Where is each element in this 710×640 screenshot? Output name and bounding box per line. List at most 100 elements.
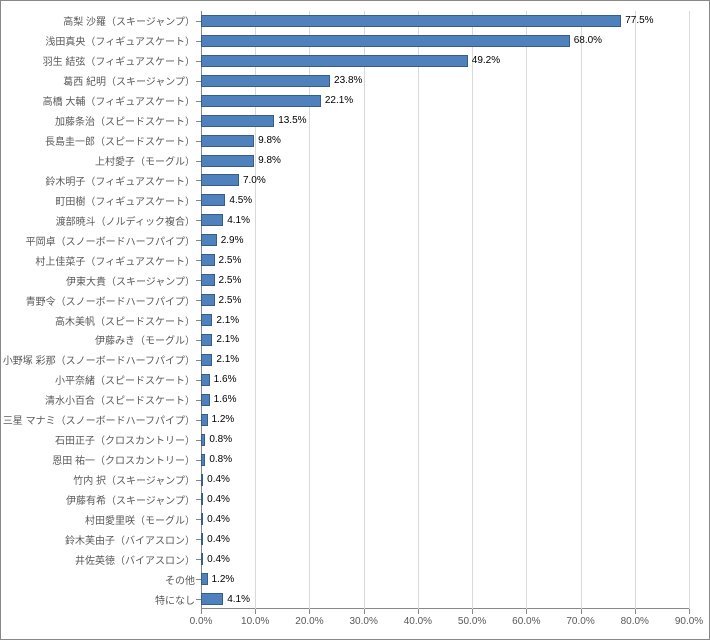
bar-row: 小平奈緒（スピードスケート）1.6% — [201, 370, 689, 390]
bar — [201, 95, 321, 107]
category-label: 三星 マナミ（スノーボードハーフパイプ） — [3, 412, 201, 427]
data-label: 0.4% — [207, 474, 230, 485]
bar — [201, 573, 208, 585]
category-label: 上村愛子（モーグル） — [95, 153, 201, 168]
bar-row: 特になし4.1% — [201, 589, 689, 609]
data-label: 0.8% — [209, 454, 232, 465]
data-label: 4.1% — [227, 215, 250, 226]
x-tick-mark — [472, 609, 473, 614]
bar-row: 浅田真央（フィギュアスケート）68.0% — [201, 31, 689, 51]
bar-row: 高橋 大輔（フィギュアスケート）22.1% — [201, 91, 689, 111]
bar-row: 長島圭一郎（スピードスケート）9.8% — [201, 131, 689, 151]
y-tick-mark — [196, 420, 201, 421]
data-label: 9.8% — [258, 135, 281, 146]
bar-row: 井佐英徳（バイアスロン）0.4% — [201, 549, 689, 569]
category-label: 高木美帆（スピードスケート） — [55, 313, 201, 328]
x-tick-label: 60.0% — [512, 616, 540, 627]
category-label: 羽生 結弦（フィギュアスケート） — [43, 53, 201, 68]
bar-row: 町田樹（フィギュアスケート）4.5% — [201, 190, 689, 210]
data-label: 0.4% — [207, 494, 230, 505]
bar-row: 鈴木芙由子（バイアスロン）0.4% — [201, 529, 689, 549]
bar-row: 竹内 択（スキージャンプ）0.4% — [201, 470, 689, 490]
y-tick-mark — [196, 300, 201, 301]
category-label: 小野塚 彩那（スノーボードハーフパイプ） — [3, 352, 201, 367]
y-tick-mark — [196, 499, 201, 500]
y-tick-mark — [196, 360, 201, 361]
y-tick-mark — [196, 579, 201, 580]
y-tick-mark — [196, 200, 201, 201]
bar-row: その他1.2% — [201, 569, 689, 589]
data-label: 0.4% — [207, 514, 230, 525]
category-label: 渡部暁斗（ノルディック複合） — [56, 213, 201, 228]
category-label: 伊東大貴（スキージャンプ） — [66, 273, 201, 288]
gridline — [689, 11, 690, 609]
bar — [201, 374, 210, 386]
y-tick-mark — [196, 380, 201, 381]
y-tick-mark — [196, 180, 201, 181]
x-tick-mark — [635, 609, 636, 614]
category-label: 鈴木芙由子（バイアスロン） — [65, 532, 201, 547]
x-tick-mark — [418, 609, 419, 614]
y-tick-mark — [196, 480, 201, 481]
bar — [201, 454, 205, 466]
category-label: 加藤条治（スピードスケート） — [55, 113, 201, 128]
y-tick-mark — [196, 599, 201, 600]
data-label: 0.4% — [207, 534, 230, 545]
category-label: 伊藤有希（スキージャンプ） — [66, 492, 201, 507]
bar — [201, 593, 223, 605]
data-label: 2.5% — [219, 255, 242, 266]
x-tick-mark — [309, 609, 310, 614]
y-tick-mark — [196, 41, 201, 42]
bar-row: 青野令（スノーボードハーフパイプ）2.5% — [201, 290, 689, 310]
bar-row: 伊東大貴（スキージャンプ）2.5% — [201, 270, 689, 290]
category-label: 伊藤みき（モーグル） — [95, 332, 201, 347]
category-label: 井佐英徳（バイアスロン） — [75, 552, 201, 567]
x-tick-label: 40.0% — [404, 616, 432, 627]
bar — [201, 414, 208, 426]
bar — [201, 15, 621, 27]
x-tick-mark — [255, 609, 256, 614]
category-label: 石田正子（クロスカントリー） — [55, 432, 201, 447]
data-label: 0.4% — [207, 554, 230, 565]
bar — [201, 513, 203, 525]
y-tick-mark — [196, 440, 201, 441]
bar-row: 葛西 紀明（スキージャンプ）23.8% — [201, 71, 689, 91]
data-label: 4.5% — [229, 195, 252, 206]
y-tick-mark — [196, 61, 201, 62]
bar-row: 鈴木明子（フィギュアスケート）7.0% — [201, 171, 689, 191]
y-tick-mark — [196, 21, 201, 22]
x-tick-mark — [689, 609, 690, 614]
bar — [201, 115, 274, 127]
y-tick-mark — [196, 121, 201, 122]
category-label: 竹内 択（スキージャンプ） — [73, 472, 201, 487]
bar — [201, 75, 330, 87]
plot-area: 0.0%10.0%20.0%30.0%40.0%50.0%60.0%70.0%8… — [201, 11, 689, 609]
bar — [201, 234, 217, 246]
y-tick-mark — [196, 280, 201, 281]
data-label: 68.0% — [574, 35, 602, 46]
category-label: 小平奈緒（スピードスケート） — [55, 372, 201, 387]
bar — [201, 214, 223, 226]
y-tick-mark — [196, 141, 201, 142]
category-label: 町田樹（フィギュアスケート） — [55, 193, 201, 208]
category-label: 葛西 紀明（スキージャンプ） — [63, 73, 201, 88]
data-label: 2.5% — [219, 275, 242, 286]
bar-row: 恩田 祐一（クロスカントリー）0.8% — [201, 450, 689, 470]
category-label: 村上佳菜子（フィギュアスケート） — [35, 253, 201, 268]
data-label: 2.1% — [216, 334, 239, 345]
x-tick-label: 10.0% — [241, 616, 269, 627]
data-label: 2.1% — [216, 315, 239, 326]
bar — [201, 55, 468, 67]
data-label: 1.2% — [212, 574, 235, 585]
x-tick-label: 30.0% — [349, 616, 377, 627]
y-tick-mark — [196, 340, 201, 341]
bar — [201, 174, 239, 186]
x-tick-label: 0.0% — [190, 616, 213, 627]
bar — [201, 294, 215, 306]
x-tick-label: 70.0% — [566, 616, 594, 627]
chart-container: 0.0%10.0%20.0%30.0%40.0%50.0%60.0%70.0%8… — [0, 0, 710, 640]
bar-row: 村田愛里咲（モーグル）0.4% — [201, 509, 689, 529]
bar — [201, 434, 205, 446]
category-label: 浅田真央（フィギュアスケート） — [45, 33, 201, 48]
bar-row: 羽生 結弦（フィギュアスケート）49.2% — [201, 51, 689, 71]
